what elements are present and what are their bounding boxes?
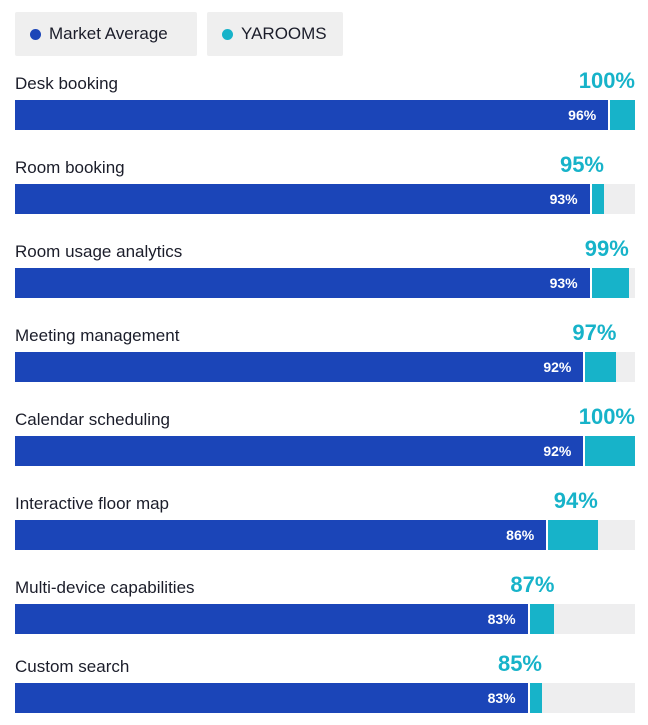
bar-track: 83% <box>15 604 635 634</box>
legend-dot-yarooms <box>222 28 233 40</box>
market-average-value-label: 93% <box>549 275 578 291</box>
category-label: Interactive floor map <box>15 494 170 513</box>
market-average-value-label: 92% <box>543 443 572 459</box>
yarooms-value-label: 99% <box>584 236 629 261</box>
bar-market-average <box>15 100 611 130</box>
bar-market-average <box>15 436 586 466</box>
bar-market-average <box>15 683 530 713</box>
legend-dot-market-average <box>30 28 41 40</box>
category-label: Custom search <box>15 657 130 676</box>
category-label: Calendar scheduling <box>15 410 170 429</box>
bar-row: Room booking 93% 95% <box>15 152 635 226</box>
market-average-value-label: 93% <box>549 191 578 207</box>
chart-legend: Market Average YAROOMS <box>15 12 343 56</box>
market-average-value-label: 83% <box>487 690 516 706</box>
category-label: Room usage analytics <box>15 242 183 261</box>
bar-track: 83% <box>15 683 635 713</box>
yarooms-value-label: 95% <box>559 152 604 177</box>
yarooms-value-label: 87% <box>510 572 555 597</box>
bar-track: 96% <box>15 100 635 130</box>
category-label: Multi-device capabilities <box>15 578 195 597</box>
legend-item-yarooms[interactable]: YAROOMS <box>207 12 343 56</box>
bar-row: Meeting management 92% 97% <box>15 320 635 394</box>
bar-track: 93% <box>15 268 635 298</box>
market-average-value-label: 96% <box>568 107 597 123</box>
category-label: Meeting management <box>15 326 180 345</box>
bar-row: Calendar scheduling 92% 100% <box>15 404 635 478</box>
category-label: Room booking <box>15 158 125 177</box>
legend-label-market-average: Market Average <box>49 24 168 43</box>
bar-market-average <box>15 520 549 550</box>
bar-track: 93% <box>15 184 635 214</box>
market-average-value-label: 86% <box>506 527 535 543</box>
bar-row: Room usage analytics 93% 99% <box>15 236 635 310</box>
yarooms-value-label: 100% <box>578 404 635 429</box>
yarooms-value-label: 97% <box>572 320 617 345</box>
legend-item-market-average[interactable]: Market Average <box>15 12 197 56</box>
bar-row: Interactive floor map 86% 94% <box>15 488 635 562</box>
legend-label-yarooms: YAROOMS <box>241 24 327 43</box>
bar-market-average <box>15 604 530 634</box>
bar-track: 86% <box>15 520 635 550</box>
bar-market-average <box>15 184 592 214</box>
yarooms-value-label: 100% <box>578 68 635 93</box>
bar-track: 92% <box>15 352 635 382</box>
bar-market-average <box>15 352 586 382</box>
yarooms-value-label: 85% <box>497 651 542 676</box>
bar-track: 92% <box>15 436 635 466</box>
bar-row: Desk booking 96% 100% <box>15 68 635 142</box>
bar-market-average <box>15 268 592 298</box>
yarooms-value-label: 94% <box>553 488 598 513</box>
market-average-value-label: 92% <box>543 359 572 375</box>
bar-row: Multi-device capabilities 83% 87% <box>15 572 635 646</box>
category-label: Desk booking <box>15 74 119 93</box>
market-average-value-label: 83% <box>487 611 516 627</box>
bar-row: Custom search 83% 85% <box>15 651 635 725</box>
